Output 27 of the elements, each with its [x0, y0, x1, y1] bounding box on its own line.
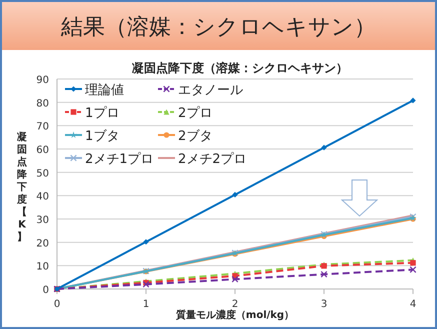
x-tick-label: 2	[232, 299, 238, 310]
x-tick-label: 1	[142, 299, 150, 310]
text: 凝固点降下度【K】	[17, 132, 27, 243]
x-tick-label: 0	[54, 299, 60, 310]
legend-label: 理論値	[85, 83, 124, 98]
x-axis-title: 質量モル濃度（mol/kg）	[174, 309, 294, 321]
x-tick-label: 4	[410, 299, 416, 310]
legend-label: 2ブタ	[178, 129, 212, 144]
y-tick-label: 20	[36, 238, 49, 250]
y-tick-label: 40	[36, 192, 49, 203]
y-tick-label: 0	[42, 285, 49, 296]
y-tick-label: 30	[36, 215, 49, 226]
chart-subtitle: 凝固点降下度（溶媒：シクロヘキサン）	[132, 61, 348, 75]
x-tick-label: 3	[320, 299, 328, 310]
legend-label: 2メチ2プロ	[178, 152, 247, 167]
legend-label: 1ブタ	[85, 129, 120, 144]
legend-label: エタノール	[178, 83, 243, 98]
y-tick-label: 80	[36, 98, 49, 110]
legend-label: 2メチ1プロ	[85, 152, 154, 167]
y-tick-label: 10	[36, 262, 49, 273]
y-tick-label: 70	[36, 122, 49, 133]
y-tick-label: 60	[36, 145, 49, 156]
legend-label: 2プロ	[178, 106, 212, 121]
y-tick-label: 50	[36, 168, 49, 180]
chart-title: 結果（溶媒：シクロヘキサン）	[60, 15, 376, 40]
legend-label: 1プロ	[85, 106, 120, 121]
y-tick-label: 90	[36, 75, 49, 86]
